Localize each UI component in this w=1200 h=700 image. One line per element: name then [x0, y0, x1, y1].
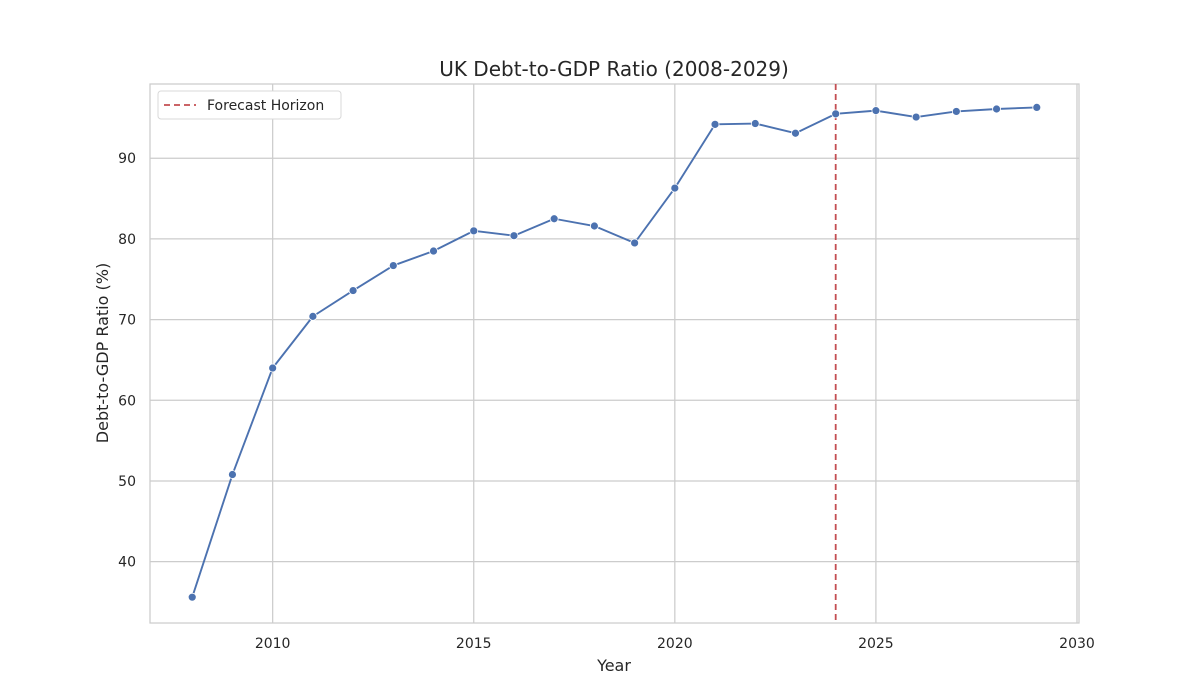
- y-tick-label: 80: [118, 232, 136, 248]
- data-point: [549, 214, 559, 224]
- y-tick-label: 50: [118, 474, 136, 490]
- data-point: [589, 221, 599, 231]
- y-tick-label: 40: [118, 555, 136, 571]
- legend: Forecast Horizon: [157, 90, 342, 120]
- data-point: [710, 119, 720, 129]
- data-point: [871, 106, 881, 116]
- data-point: [791, 128, 800, 138]
- data-point: [187, 592, 197, 602]
- x-tick-label: 2010: [255, 636, 291, 652]
- data-point: [831, 109, 841, 119]
- y-tick-label: 90: [118, 151, 136, 167]
- data-point: [670, 183, 680, 193]
- plot-frame: [149, 83, 1080, 624]
- series-layer: [187, 102, 1042, 602]
- x-tick-label: 2030: [1059, 636, 1095, 652]
- legend-box: [157, 90, 342, 120]
- data-point: [268, 363, 278, 373]
- data-point: [630, 238, 640, 248]
- data-point: [1032, 102, 1042, 112]
- data-point: [469, 226, 479, 236]
- data-point: [509, 231, 519, 241]
- series-line: [191, 106, 1038, 599]
- chart-title: UK Debt-to-GDP Ratio (2008-2029): [439, 57, 789, 81]
- x-axis-ticks: 2010 2015 2020 2025 2030: [255, 636, 1095, 652]
- data-point: [992, 104, 1001, 114]
- data-point: [348, 286, 358, 295]
- y-axis-title: Debt-to-GDP Ratio (%): [93, 263, 112, 443]
- legend-label-forecast-horizon: Forecast Horizon: [207, 98, 324, 114]
- data-point: [388, 261, 398, 270]
- data-point: [911, 112, 921, 122]
- plot-area: [149, 83, 1080, 624]
- data-point: [750, 119, 760, 128]
- data-point: [951, 107, 961, 116]
- data-point: [429, 246, 438, 256]
- x-axis-title: Year: [596, 656, 631, 675]
- y-tick-label: 70: [118, 313, 136, 329]
- data-point: [228, 470, 237, 479]
- gridlines: [150, 84, 1079, 623]
- x-tick-label: 2020: [657, 636, 693, 652]
- y-tick-label: 60: [118, 393, 136, 409]
- x-tick-label: 2025: [858, 636, 894, 652]
- x-tick-label: 2015: [456, 636, 492, 652]
- y-axis-ticks: 40 50 60 70 80 90: [118, 151, 136, 570]
- data-point: [308, 311, 318, 321]
